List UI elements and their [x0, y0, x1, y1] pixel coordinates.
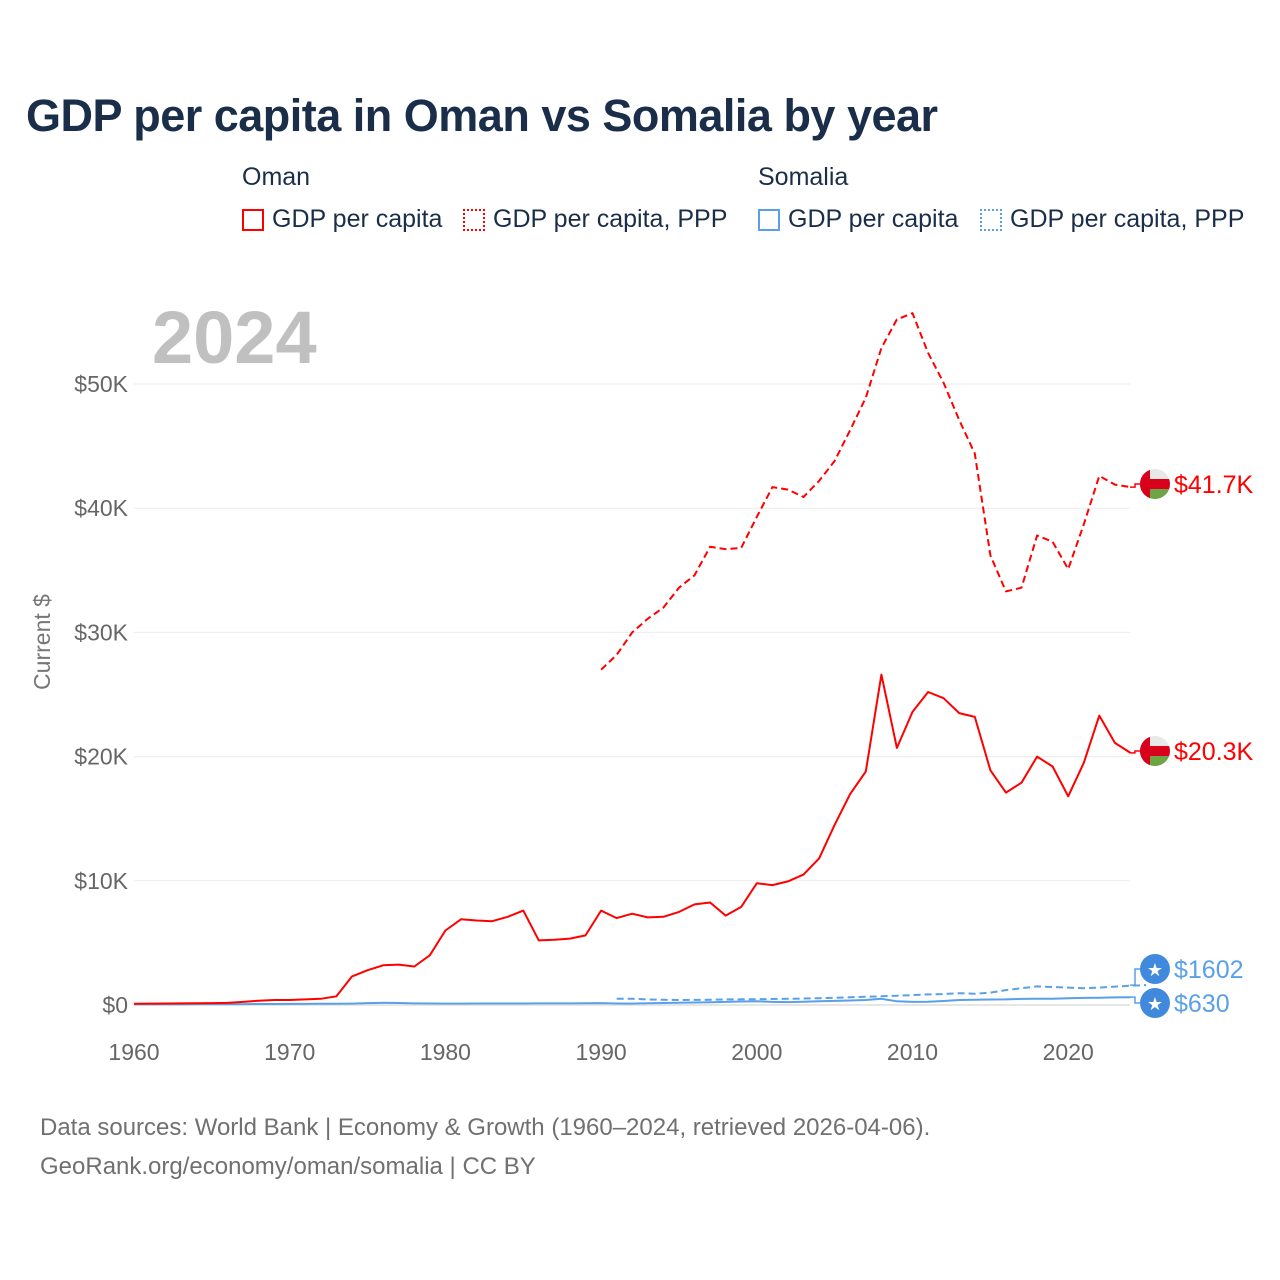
x-tick-label: 1960	[108, 1039, 159, 1065]
legend-group-oman: Oman	[242, 163, 311, 191]
end-value-label: $630	[1174, 990, 1230, 1018]
legend-group-somalia: Somalia	[758, 163, 849, 191]
legend-oman-gdp[interactable]: GDP per capita	[242, 205, 442, 234]
star-icon: ★	[1147, 960, 1163, 980]
solid-swatch-icon	[758, 208, 780, 231]
end-value-label: $20.3K	[1174, 738, 1254, 766]
dotted-swatch-icon	[980, 208, 1002, 231]
star-icon: ★	[1147, 994, 1163, 1014]
source-line: Data sources: World Bank | Economy & Gro…	[40, 1114, 931, 1141]
solid-swatch-icon	[242, 208, 264, 231]
oman-flag-icon	[1140, 469, 1170, 499]
x-tick-label: 2000	[731, 1039, 782, 1065]
chart-title: GDP per capita in Oman vs Somalia by yea…	[26, 90, 938, 141]
end-value-label: $1602	[1174, 956, 1244, 984]
series-line-oman-gdp-per-capita-ppp	[600, 312, 1131, 671]
legend-label: GDP per capita	[272, 205, 443, 233]
y-axis-label: Current $	[29, 594, 55, 690]
y-tick-label: $40K	[74, 495, 128, 521]
label-connector	[1130, 483, 1140, 488]
x-tick-label: 1970	[264, 1039, 315, 1065]
oman-flag-icon	[1140, 736, 1170, 766]
x-tick-label: 2010	[887, 1039, 938, 1065]
somalia-flag-icon	[1140, 954, 1170, 984]
y-tick-label: $10K	[74, 868, 128, 894]
legend-somalia-gdp[interactable]: GDP per capita	[758, 205, 958, 234]
legend-label: GDP per capita, PPP	[493, 205, 728, 233]
series-line-somalia-gdp-per-capita-ppp	[616, 984, 1147, 1001]
x-tick-label: 1980	[420, 1039, 471, 1065]
end-value-label: $41.7K	[1174, 471, 1254, 499]
series-line-somalia-gdp-per-capita	[134, 996, 1131, 1006]
dotted-swatch-icon	[463, 208, 485, 231]
label-connector	[1130, 968, 1140, 986]
legend-somalia-ppp[interactable]: GDP per capita, PPP	[980, 205, 1244, 234]
series-line-oman-gdp-per-capita	[133, 673, 1132, 1005]
y-tick-label: $30K	[74, 619, 128, 645]
label-connector	[1130, 996, 1140, 1004]
source-link[interactable]: GeoRank.org/economy/oman/somalia | CC BY	[40, 1153, 536, 1180]
legend-label: GDP per capita	[788, 205, 959, 233]
y-tick-label: $0	[102, 992, 128, 1018]
source-note: Data sources: World Bank | Economy & Gro…	[40, 1108, 930, 1186]
year-label: 2024	[152, 296, 317, 379]
somalia-flag-icon	[1140, 988, 1170, 1018]
y-tick-label: $20K	[74, 744, 128, 770]
legend-oman-ppp[interactable]: GDP per capita, PPP	[463, 205, 727, 234]
x-tick-label: 1990	[576, 1039, 627, 1065]
y-tick-label: $50K	[74, 371, 128, 397]
label-connector	[1130, 750, 1140, 754]
legend-label: GDP per capita, PPP	[1010, 205, 1245, 233]
x-tick-label: 2020	[1043, 1039, 1094, 1065]
